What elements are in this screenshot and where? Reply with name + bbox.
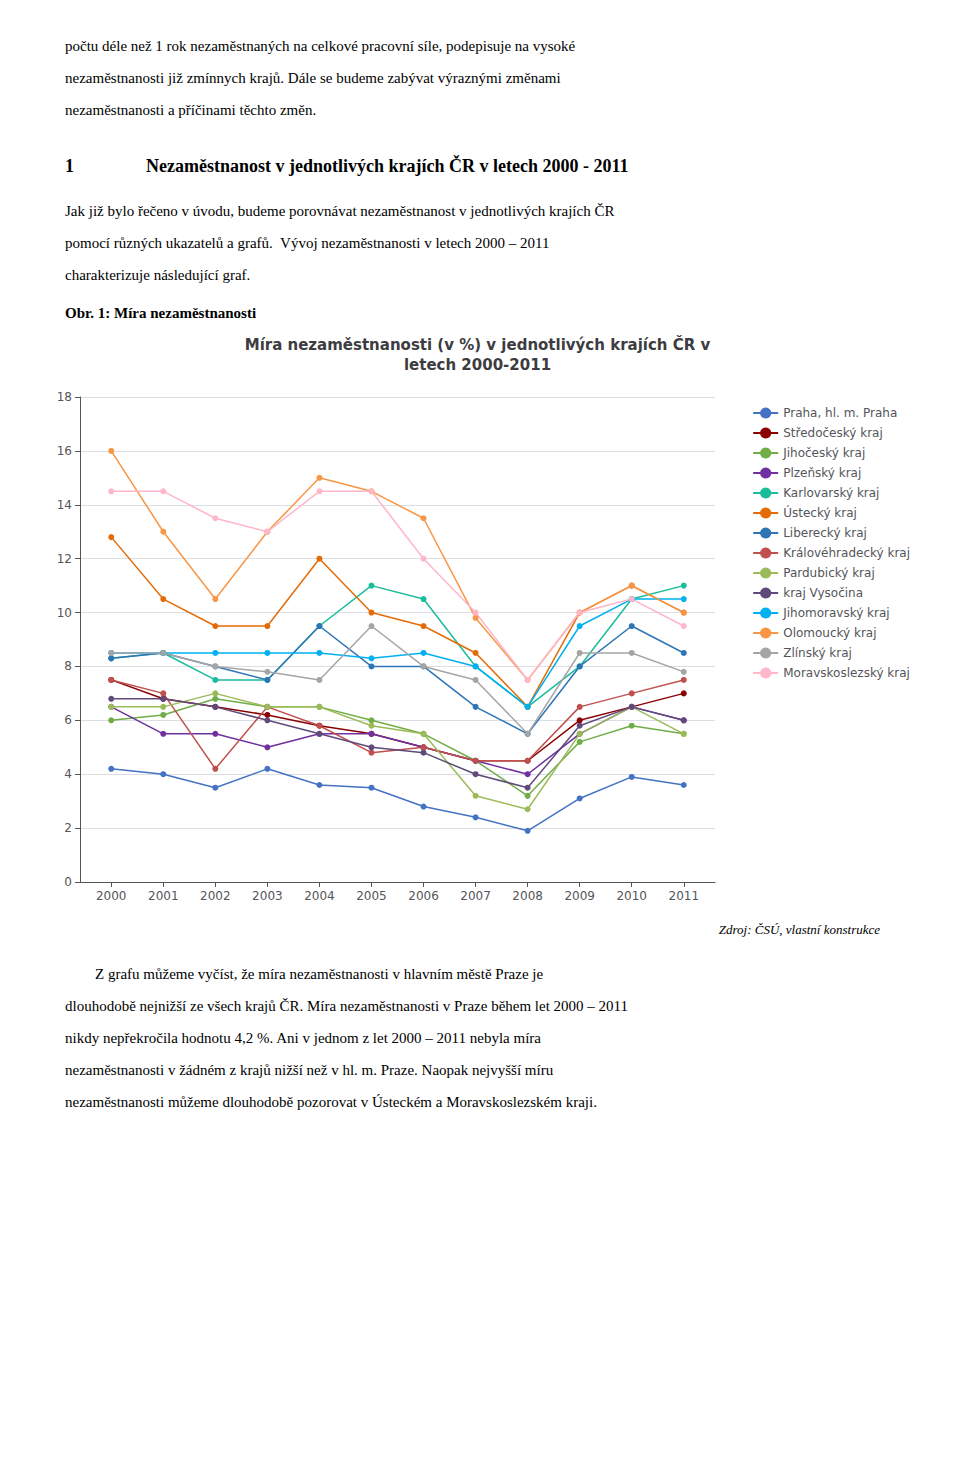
html-text:pomocí různých ukazatelů a gra: pomocí různých ukazatelů a grafů. Vývoj … [65, 235, 550, 251]
svg-text:2006: 2006 [408, 889, 439, 903]
html-text:dlouhodobě nejnižší ze všech k: dlouhodobě nejnižší ze všech krajů ČR. M… [65, 998, 629, 1014]
svg-text:Středočeský kraj: Středočeský kraj [783, 426, 883, 440]
svg-text:2002: 2002 [200, 889, 231, 903]
svg-text:4: 4 [64, 767, 72, 781]
svg-text:Praha, hl. m. Praha: Praha, hl. m. Praha [783, 406, 897, 420]
html-text:Obr. 1: Míra nezaměstnanosti: Obr. 1: Míra nezaměstnanosti [65, 305, 257, 321]
svg-text:Zlínský kraj: Zlínský kraj [783, 646, 852, 660]
svg-text:2004: 2004 [304, 889, 335, 903]
svg-text:8: 8 [64, 659, 72, 673]
svg-text:2000: 2000 [96, 889, 127, 903]
svg-text:Olomoucký kraj: Olomoucký kraj [783, 626, 876, 640]
html-text:nezaměstnanosti již zmínnych k: nezaměstnanosti již zmínnych krajů. Dále… [65, 70, 561, 86]
svg-text:letech 2000-2011: letech 2000-2011 [404, 356, 551, 374]
html-text:počtu déle než 1 rok nezaměstn: počtu déle než 1 rok nezaměstnaných na c… [65, 38, 576, 54]
html-text:nezaměstnanosti můžeme dlouhod: nezaměstnanosti můžeme dlouhodobě pozoro… [65, 1094, 597, 1110]
svg-text:Míra nezaměstnanosti (v %) v j: Míra nezaměstnanosti (v %) v jednotlivýc… [245, 335, 711, 354]
svg-text:2011: 2011 [668, 889, 699, 903]
svg-text:2010: 2010 [616, 889, 647, 903]
svg-text:Ústecký kraj: Ústecký kraj [783, 505, 857, 520]
html-text:nezaměstnanosti a příčinami tě: nezaměstnanosti a příčinami těchto změn. [65, 102, 317, 118]
svg-text:2001: 2001 [148, 889, 179, 903]
svg-text:Jihočeský kraj: Jihočeský kraj [782, 446, 865, 460]
svg-text:12: 12 [57, 552, 72, 566]
html-text:nezaměstnanosti v žádném z kra: nezaměstnanosti v žádném z krajů nižší n… [65, 1062, 554, 1078]
svg-text:6: 6 [64, 713, 72, 727]
svg-text:Pardubický kraj: Pardubický kraj [783, 566, 875, 580]
svg-text:14: 14 [57, 498, 72, 512]
svg-text:Liberecký kraj: Liberecký kraj [783, 526, 867, 540]
svg-text:2: 2 [64, 821, 72, 835]
svg-text:kraj Vysočina: kraj Vysočina [783, 586, 863, 600]
svg-text:2003: 2003 [252, 889, 283, 903]
svg-text:Plzeňský kraj: Plzeňský kraj [783, 466, 861, 480]
svg-text:2009: 2009 [564, 889, 595, 903]
svg-text:0: 0 [64, 875, 72, 889]
svg-text:2007: 2007 [460, 889, 491, 903]
html-text:Jak již bylo řečeno v úvodu, b: Jak již bylo řečeno v úvodu, budeme poro… [65, 203, 615, 219]
html-text:Zdroj: ČSÚ, vlastní konstrukce: Zdroj: ČSÚ, vlastní konstrukce [718, 922, 880, 937]
svg-text:Karlovarský kraj: Karlovarský kraj [783, 486, 879, 500]
html-text:1 Nezaměstnanost v jednotlivýc: 1 Nezaměstnanost v jednotlivých krajích … [65, 156, 629, 176]
svg-text:Královéhradecký kraj: Královéhradecký kraj [783, 546, 910, 560]
html-text:Z grafu můžeme vyčíst, že míra: Z grafu můžeme vyčíst, že míra nezaměstn… [65, 966, 544, 982]
svg-text:10: 10 [57, 606, 72, 620]
svg-text:18: 18 [57, 390, 72, 404]
svg-text:Jihomoravský kraj: Jihomoravský kraj [782, 606, 890, 620]
svg-text:16: 16 [57, 444, 72, 458]
svg-text:Moravskoslezský kraj: Moravskoslezský kraj [783, 666, 910, 680]
svg-text:2008: 2008 [512, 889, 543, 903]
html-text:charakterizuje následující gra: charakterizuje následující graf. [65, 267, 251, 283]
svg-text:2005: 2005 [356, 889, 387, 903]
html-text:nikdy nepřekročila hodnotu 4,2: nikdy nepřekročila hodnotu 4,2 %. Ani v … [65, 1030, 541, 1046]
